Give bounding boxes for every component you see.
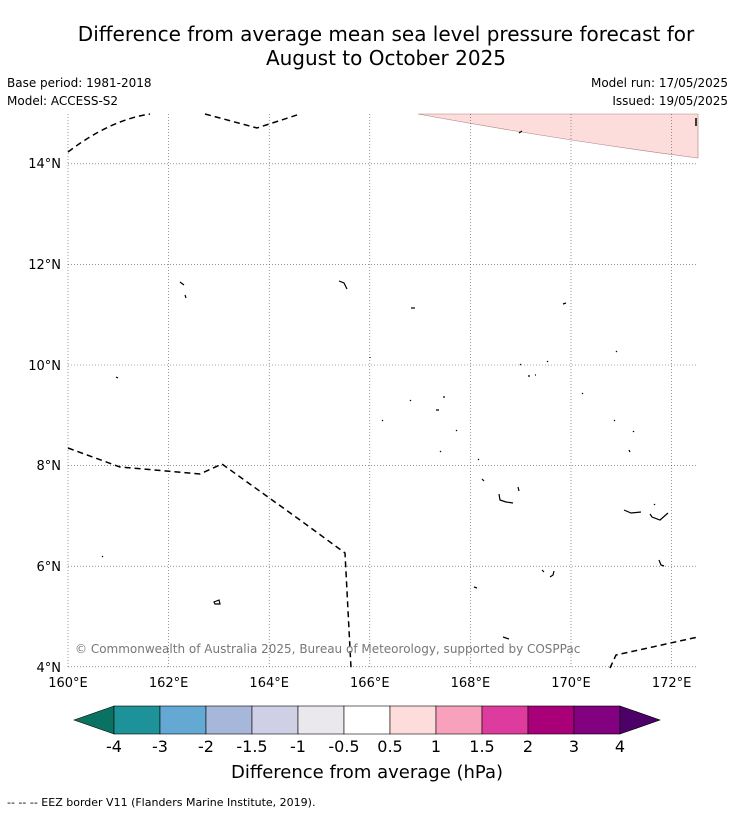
eez-borders <box>67 113 699 669</box>
island <box>409 396 445 411</box>
island <box>115 376 119 379</box>
gridlines <box>67 114 698 669</box>
colorbar <box>73 705 661 735</box>
model-name: Model: ACCESS-S2 <box>7 94 119 108</box>
island <box>473 586 510 640</box>
island <box>101 555 104 558</box>
anomaly-region <box>417 113 699 159</box>
islands <box>101 130 669 640</box>
lon-label: 160°E <box>48 676 88 691</box>
eez-footnote: -- -- -- EEZ border V11 (Flanders Marine… <box>7 796 316 809</box>
colorbar-tick: 1 <box>431 737 441 756</box>
eez-border-southeast <box>609 636 699 669</box>
map-title: Difference from average mean sea level p… <box>0 22 736 70</box>
base-period: Base period: 1981-2018 <box>7 76 152 90</box>
model-run: Model run: 17/05/2025 <box>590 76 728 90</box>
island <box>541 569 555 578</box>
colorbar-segment <box>343 705 391 735</box>
colorbar-tick: 0.5 <box>377 737 402 756</box>
lon-label: 164°E <box>249 676 289 691</box>
map-frame <box>68 114 698 669</box>
island <box>439 429 458 453</box>
lon-label: 172°E <box>652 676 692 691</box>
lon-label: 170°E <box>551 676 591 691</box>
island <box>623 509 669 521</box>
issued-date: Issued: 19/05/2025 <box>612 94 728 108</box>
colorbar-extend-high <box>619 705 661 735</box>
island <box>381 419 384 422</box>
title-line-2: August to October 2025 <box>265 46 507 70</box>
colorbar-tick: -2 <box>198 737 214 756</box>
colorbar-segment <box>481 705 529 735</box>
lat-label: 12°N <box>28 258 61 273</box>
colorbar-tick: -1.5 <box>236 737 267 756</box>
lon-label: 168°E <box>451 676 491 691</box>
eez-border-north <box>67 113 301 153</box>
colorbar-segment <box>573 705 621 735</box>
colorbar-segment <box>251 705 299 735</box>
colorbar-segment <box>159 705 207 735</box>
colorbar-segment <box>297 705 345 735</box>
copyright-notice: © Commonwealth of Australia 2025, Bureau… <box>75 642 580 656</box>
island <box>338 280 348 290</box>
island <box>213 599 221 605</box>
meta-left: Base period: 1981-2018 Model: ACCESS-S2 <box>7 74 152 110</box>
lon-axis: 160°E 162°E 164°E 166°E 168°E 170°E 172°… <box>48 676 691 691</box>
lon-label: 162°E <box>149 676 189 691</box>
lat-label: 4°N <box>37 661 62 676</box>
colorbar-segment <box>113 705 161 735</box>
island <box>653 503 665 567</box>
title-line-1: Difference from average mean sea level p… <box>77 22 695 46</box>
colorbar-tick: 2 <box>523 737 533 756</box>
lat-label: 14°N <box>28 157 61 172</box>
lat-label: 8°N <box>37 459 62 474</box>
colorbar-segment <box>435 705 483 735</box>
island <box>613 350 635 453</box>
colorbar-segment <box>527 705 575 735</box>
lat-label: 10°N <box>28 359 61 374</box>
island <box>519 360 549 377</box>
lon-label: 166°E <box>350 676 390 691</box>
colorbar-extend-low <box>73 705 115 735</box>
colorbar-tick: -4 <box>106 737 122 756</box>
colorbar-tick: -0.5 <box>328 737 359 756</box>
colorbar-segment <box>389 705 437 735</box>
eez-border-central <box>67 447 352 669</box>
island <box>477 458 485 482</box>
island <box>562 302 584 395</box>
colorbar-tick: 3 <box>569 737 579 756</box>
lat-axis: 14°N 12°N 10°N 8°N 6°N 4°N <box>28 157 61 676</box>
colorbar-ticks: -4 -3 -2 -1.5 -1 -0.5 0.5 1 1.5 2 3 4 <box>106 737 625 756</box>
meta-right: Model run: 17/05/2025 Issued: 19/05/2025 <box>591 74 728 110</box>
colorbar-tick: -1 <box>290 737 306 756</box>
island <box>518 130 523 134</box>
colorbar-tick: 1.5 <box>469 737 494 756</box>
colorbar-title: Difference from average (hPa) <box>231 762 503 783</box>
colorbar-tick: 4 <box>615 737 625 756</box>
colorbar-segment <box>205 705 253 735</box>
island <box>498 486 520 504</box>
colorbar-tick: -3 <box>152 737 168 756</box>
island <box>179 281 187 299</box>
lat-label: 6°N <box>37 560 62 575</box>
